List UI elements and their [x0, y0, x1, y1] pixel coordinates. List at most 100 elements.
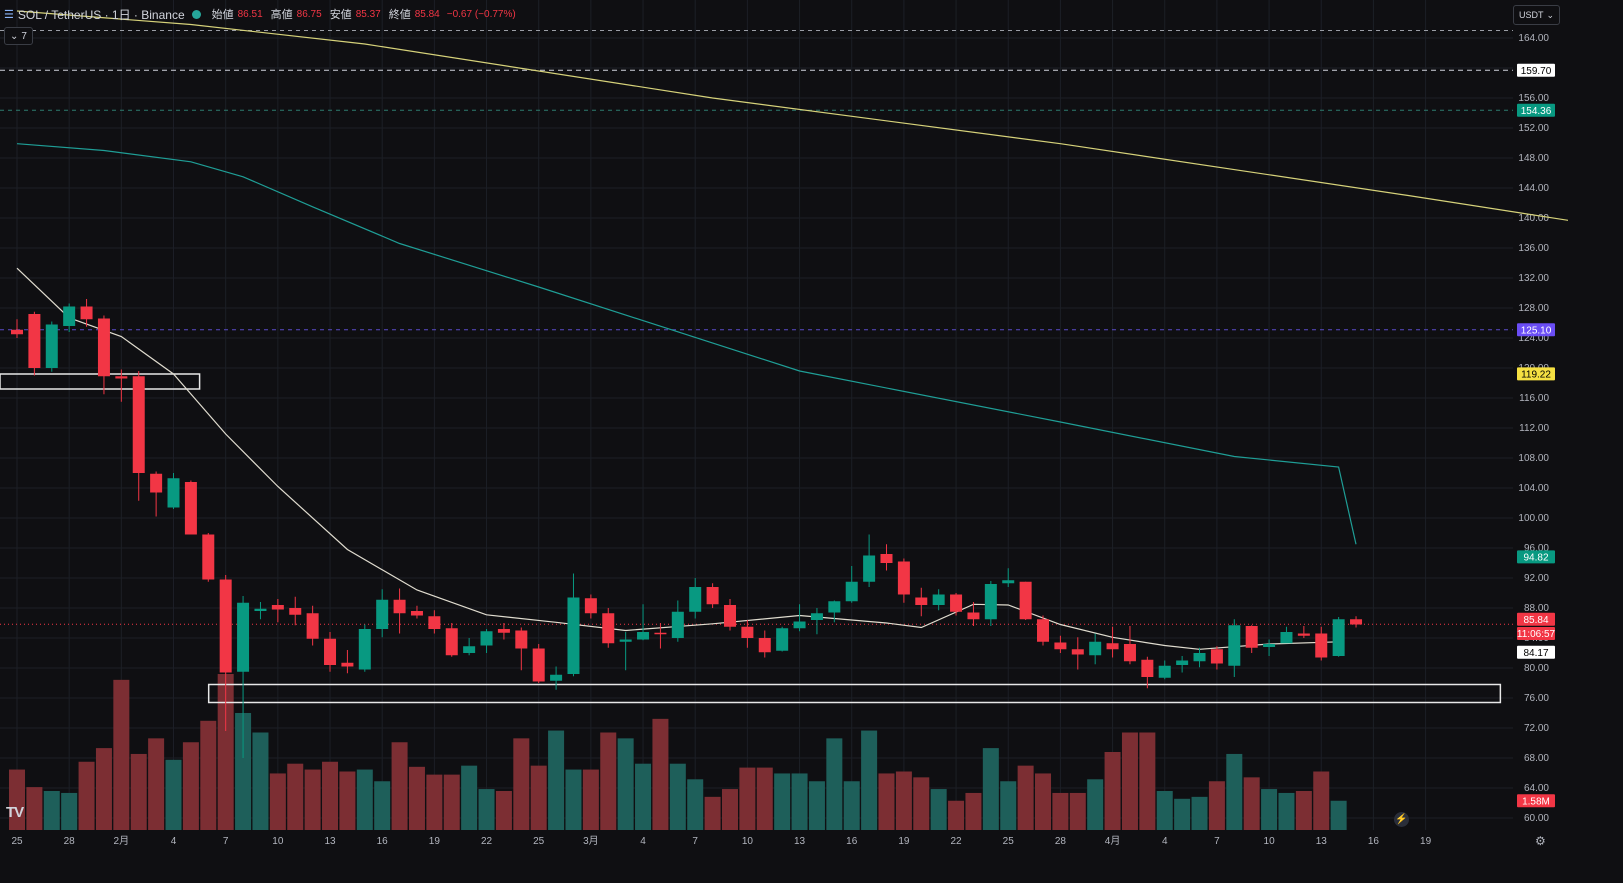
symbol-title[interactable]: SOL / TetherUS · 1日 · Binance — [17, 7, 185, 22]
x-tick-label: 19 — [429, 836, 441, 847]
candle-body — [1106, 643, 1119, 650]
candle-body — [1263, 644, 1276, 647]
y-tick-label: 80.00 — [1524, 663, 1549, 674]
volume-bar — [391, 742, 408, 830]
volume-bar — [582, 769, 599, 830]
volume-bar — [565, 769, 582, 830]
volume-bar — [1121, 732, 1138, 830]
candle-body — [11, 329, 23, 335]
x-tick-label: 7 — [223, 836, 229, 847]
volume-bar — [1243, 777, 1260, 830]
volume-bar — [461, 765, 478, 830]
candle-body — [341, 662, 354, 667]
volume-bar — [182, 742, 199, 830]
volume-bar — [756, 767, 773, 830]
candle-body — [1158, 665, 1171, 678]
close-value: 85.84 — [414, 8, 440, 20]
candle-body — [1037, 619, 1050, 642]
price-axis-label: 1.58M — [1522, 796, 1550, 807]
volume-bar — [165, 759, 182, 830]
candle-body — [497, 629, 510, 633]
price-chart[interactable]: 164.00160.00156.00152.00148.00144.00140.… — [0, 0, 1568, 853]
x-tick-label: 4 — [171, 836, 177, 847]
indicator-toggle[interactable]: ⌄ 7 — [4, 27, 33, 45]
chevron-down-icon: ⌄ — [1546, 9, 1554, 20]
y-tick-label: 124.00 — [1518, 333, 1549, 344]
volume-bar — [408, 766, 425, 830]
candle-body — [897, 561, 910, 595]
volume-bar — [808, 781, 825, 830]
y-tick-label: 64.00 — [1524, 783, 1549, 794]
y-tick-label: 76.00 — [1524, 693, 1549, 704]
volume-bar — [356, 769, 373, 830]
x-tick-label: 7 — [1214, 836, 1220, 847]
volume-bar — [426, 774, 443, 830]
volume-bar — [1278, 792, 1295, 830]
x-tick-label: 10 — [272, 836, 284, 847]
x-tick-label: 13 — [1316, 836, 1328, 847]
y-tick-label: 116.00 — [1519, 393, 1549, 404]
x-tick-label: 28 — [1055, 836, 1067, 847]
price-axis-label-bg — [1517, 103, 1555, 117]
x-tick-label: 28 — [64, 836, 76, 847]
y-tick-label: 72.00 — [1524, 723, 1549, 734]
open-value: 86.51 — [237, 8, 263, 20]
volume-bar — [235, 713, 252, 830]
candle-body — [741, 626, 754, 638]
volume-bar — [26, 787, 43, 830]
volume-bar — [617, 738, 634, 830]
y-tick-label: 136.00 — [1518, 243, 1549, 254]
candle-body — [1332, 619, 1345, 656]
volume-bar — [304, 769, 321, 830]
bolt-icon[interactable]: ⚡ — [1394, 812, 1409, 827]
volume-bar — [965, 792, 982, 830]
volume-bar — [548, 730, 565, 830]
candle-body — [532, 648, 545, 682]
candle-body — [324, 638, 337, 665]
open-label: 始値 — [211, 9, 234, 21]
candle-body — [463, 646, 476, 653]
price-axis-label-bg — [1517, 367, 1555, 381]
eye-icon[interactable] — [191, 9, 201, 19]
candle-body — [1350, 619, 1363, 625]
x-tick-label: 13 — [324, 836, 336, 847]
candle-body — [758, 638, 771, 653]
volume-bar — [878, 773, 895, 830]
x-tick-label: 4 — [1162, 836, 1168, 847]
y-tick-label: 144.00 — [1518, 183, 1549, 194]
y-tick-label: 108.00 — [1518, 453, 1549, 464]
candle-body — [237, 602, 250, 672]
x-tick-label: 16 — [846, 836, 858, 847]
volume-bar — [9, 769, 25, 830]
y-tick-label: 88.00 — [1524, 603, 1549, 614]
x-tick-label: 3月 — [583, 835, 599, 847]
ma-mid-line — [16, 143, 1357, 545]
candle-body — [1071, 649, 1084, 655]
volume-bar — [1156, 791, 1173, 830]
candle-body — [167, 478, 180, 508]
price-axis-label-bg — [1517, 612, 1555, 626]
y-tick-label: 152.00 — [1518, 123, 1549, 134]
settings-icon[interactable]: ⚙ — [1535, 834, 1546, 848]
candle-body — [1297, 633, 1310, 636]
price-axis-label: 94.82 — [1523, 552, 1548, 563]
x-tick-label: 19 — [898, 836, 910, 847]
y-tick-label: 96.00 — [1524, 543, 1549, 554]
volume-bar — [1261, 789, 1278, 830]
volume-bar — [600, 732, 617, 830]
candle-body — [984, 584, 997, 620]
price-axis-label: 159.70 — [1521, 66, 1552, 77]
x-tick-label: 25 — [11, 836, 23, 847]
x-tick-label: 25 — [533, 836, 545, 847]
volume-bar — [443, 774, 460, 830]
currency-button[interactable]: USDT ⌄ — [1512, 5, 1560, 25]
candle-body — [515, 630, 528, 649]
volume-bar — [1313, 771, 1330, 830]
y-tick-label: 140.00 — [1518, 213, 1549, 224]
volume-bar — [861, 730, 878, 830]
y-tick-label: 148.00 — [1518, 153, 1549, 164]
indicator-count: 7 — [21, 30, 27, 42]
volume-bar — [1208, 781, 1225, 830]
candle-body — [132, 376, 145, 473]
volume-bar — [95, 748, 112, 830]
